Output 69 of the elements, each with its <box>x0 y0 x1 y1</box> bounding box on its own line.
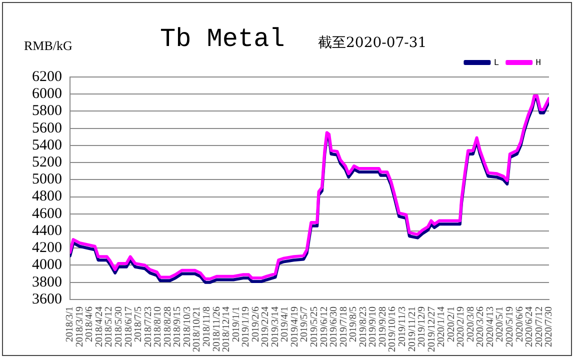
y-axis-title: RMB/kG <box>24 38 72 54</box>
x-tick-label: 2019/2/6 <box>250 306 262 342</box>
y-tick-label: 4800 <box>32 188 62 205</box>
y-tick-label: 3600 <box>32 291 62 308</box>
x-tick-label: 2020/3/8 <box>465 306 476 342</box>
x-tick-label: 2019/6/12 <box>318 306 330 348</box>
legend-label: H <box>536 58 542 68</box>
y-tick-label: 4600 <box>32 206 62 222</box>
x-tick-label: 2019/12/9 <box>416 306 428 348</box>
x-tick-label: 2020/4/13 <box>484 306 496 348</box>
x-tick-label: 2018/9/15 <box>172 306 184 348</box>
x-tick-label: 2018/8/10 <box>152 306 164 348</box>
y-tick-label: 6000 <box>32 86 62 102</box>
x-tick-label: 2018/10/21 <box>192 306 203 352</box>
x-tick-label: 2018/7/5 <box>133 306 144 342</box>
x-tick-label: 2020/5/1 <box>494 306 506 342</box>
x-tick-label: 2019/8/23 <box>358 306 369 348</box>
y-tick-label: 4000 <box>32 257 62 274</box>
x-tick-label: 2018/6/17 <box>123 306 134 348</box>
x-tick-label: 2019/9/10 <box>368 306 379 348</box>
x-tick-label: 2020/6/24 <box>524 306 536 348</box>
x-tick-label: 2019/4/19 <box>289 306 300 348</box>
x-tick-label: 2020/6/6 <box>514 306 526 342</box>
y-tick-label: 3800 <box>32 274 62 290</box>
x-tick-label: 2019/2/24 <box>260 306 272 348</box>
legend-label: L <box>494 58 500 68</box>
x-tick-label: 2018/3/1 <box>64 306 76 342</box>
x-tick-label: 2019/8/5 <box>348 306 360 342</box>
y-tick-label: 5400 <box>32 137 62 154</box>
x-tick-label: 2019/7/18 <box>338 306 350 348</box>
x-tick-label: 2018/10/3 <box>182 306 193 348</box>
x-tick-label: 2020/7/30 <box>544 306 555 348</box>
y-tick-label: 4400 <box>32 222 62 239</box>
x-tick-label: 2018/4/6 <box>84 306 96 342</box>
x-tick-label: 2019/5/7 <box>299 306 310 342</box>
y-tick-label: 4200 <box>32 240 62 256</box>
x-tick-label: 2020/2/1 <box>446 306 457 342</box>
y-tick-label: 6200 <box>32 68 62 85</box>
x-tick-label: 2018/11/8 <box>201 306 212 347</box>
x-tick-label: 2018/8/28 <box>162 306 174 348</box>
x-tick-label: 2019/1/1 <box>230 306 242 342</box>
x-tick-label: 2018/4/24 <box>94 306 105 348</box>
chart-subtitle: 截至2020-07-31 <box>318 34 427 52</box>
x-tick-label: 2018/5/12 <box>104 306 115 348</box>
x-tick-label: 2019/1/19 <box>240 306 252 348</box>
chart-title: Tb Metal <box>160 24 285 54</box>
x-tick-label: 2020/3/26 <box>475 306 486 348</box>
x-tick-label: 2020/7/12 <box>534 306 545 348</box>
y-tick-label: 5000 <box>32 172 62 188</box>
x-tick-label: 2020/1/14 <box>436 306 448 348</box>
x-tick-label: 2018/5/30 <box>114 306 125 348</box>
x-tick-label: 2018/7/23 <box>142 306 154 348</box>
x-tick-label: 2018/11/26 <box>211 306 222 352</box>
x-tick-label: 2019/6/30 <box>328 306 340 348</box>
x-tick-label: 2019/11/21 <box>406 306 418 352</box>
x-tick-label: 2018/12/14 <box>221 306 232 352</box>
y-tick-label: 5600 <box>32 120 62 136</box>
x-tick-label: 2019/5/25 <box>309 306 320 348</box>
x-tick-label: 2019/10/16 <box>387 306 398 352</box>
x-tick-label: 2019/9/28 <box>377 306 388 348</box>
x-tick-label: 2018/3/19 <box>74 306 86 348</box>
y-tick-label: 5800 <box>32 103 62 120</box>
x-tick-label: 2019/12/27 <box>426 306 438 352</box>
x-tick-label: 2020/5/19 <box>504 306 516 348</box>
x-tick-label: 2020/2/19 <box>456 306 467 348</box>
x-tick-label: 2019/11/3 <box>396 306 408 347</box>
x-tick-label: 2019/3/14 <box>270 306 281 348</box>
y-tick-label: 5200 <box>32 154 62 170</box>
x-tick-label: 2019/4/1 <box>280 306 291 342</box>
